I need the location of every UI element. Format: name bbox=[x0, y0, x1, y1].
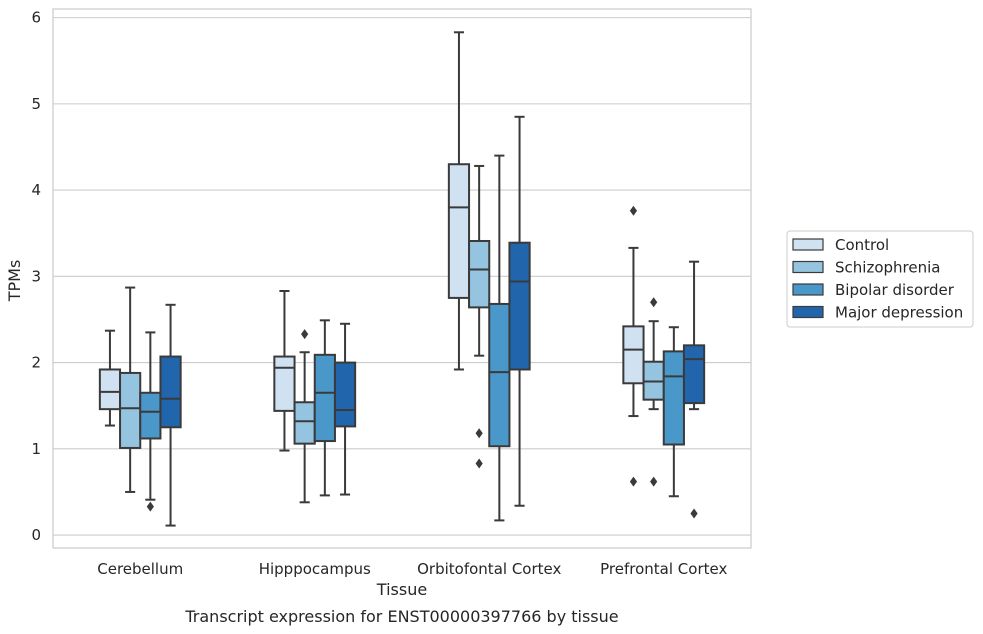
legend-label: Major depression bbox=[835, 304, 963, 322]
box-iqr bbox=[98, 368, 122, 411]
box-iqr bbox=[333, 361, 357, 428]
box-iqr bbox=[447, 163, 471, 299]
box-iqr bbox=[159, 355, 182, 429]
box-schizophrenia bbox=[293, 329, 316, 504]
y-tick-labels: 0 1 2 3 4 5 6 bbox=[31, 9, 41, 544]
box-control bbox=[447, 31, 471, 371]
box-iqr bbox=[622, 325, 645, 385]
box-bipolar-disorder bbox=[313, 319, 336, 497]
box-control bbox=[622, 205, 645, 487]
box-iqr bbox=[119, 371, 142, 449]
box-iqr bbox=[313, 353, 336, 443]
box-iqr bbox=[508, 241, 531, 371]
outlier-point bbox=[650, 476, 658, 487]
y-tick-label: 0 bbox=[31, 526, 41, 544]
outlier-point bbox=[690, 508, 698, 519]
legend-label: Control bbox=[835, 236, 889, 254]
x-axis-label: Tissue bbox=[376, 580, 427, 599]
box-iqr bbox=[139, 391, 162, 440]
gridlines bbox=[53, 17, 751, 536]
legend-swatch bbox=[792, 283, 824, 296]
box-iqr bbox=[488, 302, 511, 448]
outlier-point bbox=[629, 205, 638, 216]
legend-label: Bipolar disorder bbox=[835, 281, 955, 299]
y-axis-label: TPMs bbox=[5, 260, 24, 303]
box-control bbox=[98, 329, 122, 427]
legend-swatch bbox=[792, 238, 824, 251]
box-iqr bbox=[293, 401, 316, 445]
y-tick-label: 2 bbox=[31, 354, 41, 372]
box-bipolar-disorder bbox=[488, 154, 511, 522]
outlier-point bbox=[475, 458, 483, 469]
x-tick-label: Cerebellum bbox=[97, 560, 183, 578]
box-major-depression bbox=[508, 115, 531, 507]
chart-caption: Transcript expression for ENST0000039776… bbox=[184, 607, 618, 626]
y-tick-label: 4 bbox=[31, 181, 41, 199]
legend-label: Schizophrenia bbox=[835, 259, 940, 277]
box-iqr bbox=[468, 239, 491, 309]
outlier-point bbox=[475, 428, 483, 439]
x-tick-label: Orbitofontal Cortex bbox=[417, 560, 561, 578]
box-major-depression bbox=[159, 303, 182, 527]
box-schizophrenia bbox=[119, 286, 142, 493]
box-major-depression bbox=[333, 322, 357, 496]
y-tick-label: 3 bbox=[31, 267, 41, 285]
box-schizophrenia bbox=[468, 164, 491, 469]
outlier-point bbox=[146, 501, 154, 512]
box-plots bbox=[98, 31, 706, 527]
outlier-point bbox=[650, 297, 658, 308]
y-tick-label: 6 bbox=[31, 9, 41, 27]
box-bipolar-disorder bbox=[139, 331, 162, 512]
x-tick-label: Hipppocampus bbox=[259, 560, 371, 578]
box-iqr bbox=[273, 355, 296, 412]
legend-swatch bbox=[792, 305, 824, 319]
outlier-point bbox=[301, 329, 309, 340]
box-major-depression bbox=[682, 260, 706, 519]
x-tick-label: Prefrontal Cortex bbox=[600, 560, 727, 578]
box-bipolar-disorder bbox=[662, 326, 685, 498]
y-tick-label: 5 bbox=[31, 95, 41, 113]
legend: Control Schizophrenia Bipolar disorder Majo… bbox=[786, 230, 974, 328]
legend-swatch bbox=[792, 260, 824, 274]
box-schizophrenia bbox=[642, 297, 665, 487]
box-iqr bbox=[662, 350, 685, 446]
legend-frame bbox=[786, 230, 974, 328]
y-tick-label: 1 bbox=[31, 440, 41, 458]
box-control bbox=[273, 290, 296, 452]
box-iqr bbox=[682, 344, 706, 405]
x-tick-labels: Cerebellum Hipppocampus Orbitofontal Corte… bbox=[97, 560, 727, 578]
plot-frame bbox=[52, 8, 752, 549]
outlier-point bbox=[629, 476, 638, 487]
